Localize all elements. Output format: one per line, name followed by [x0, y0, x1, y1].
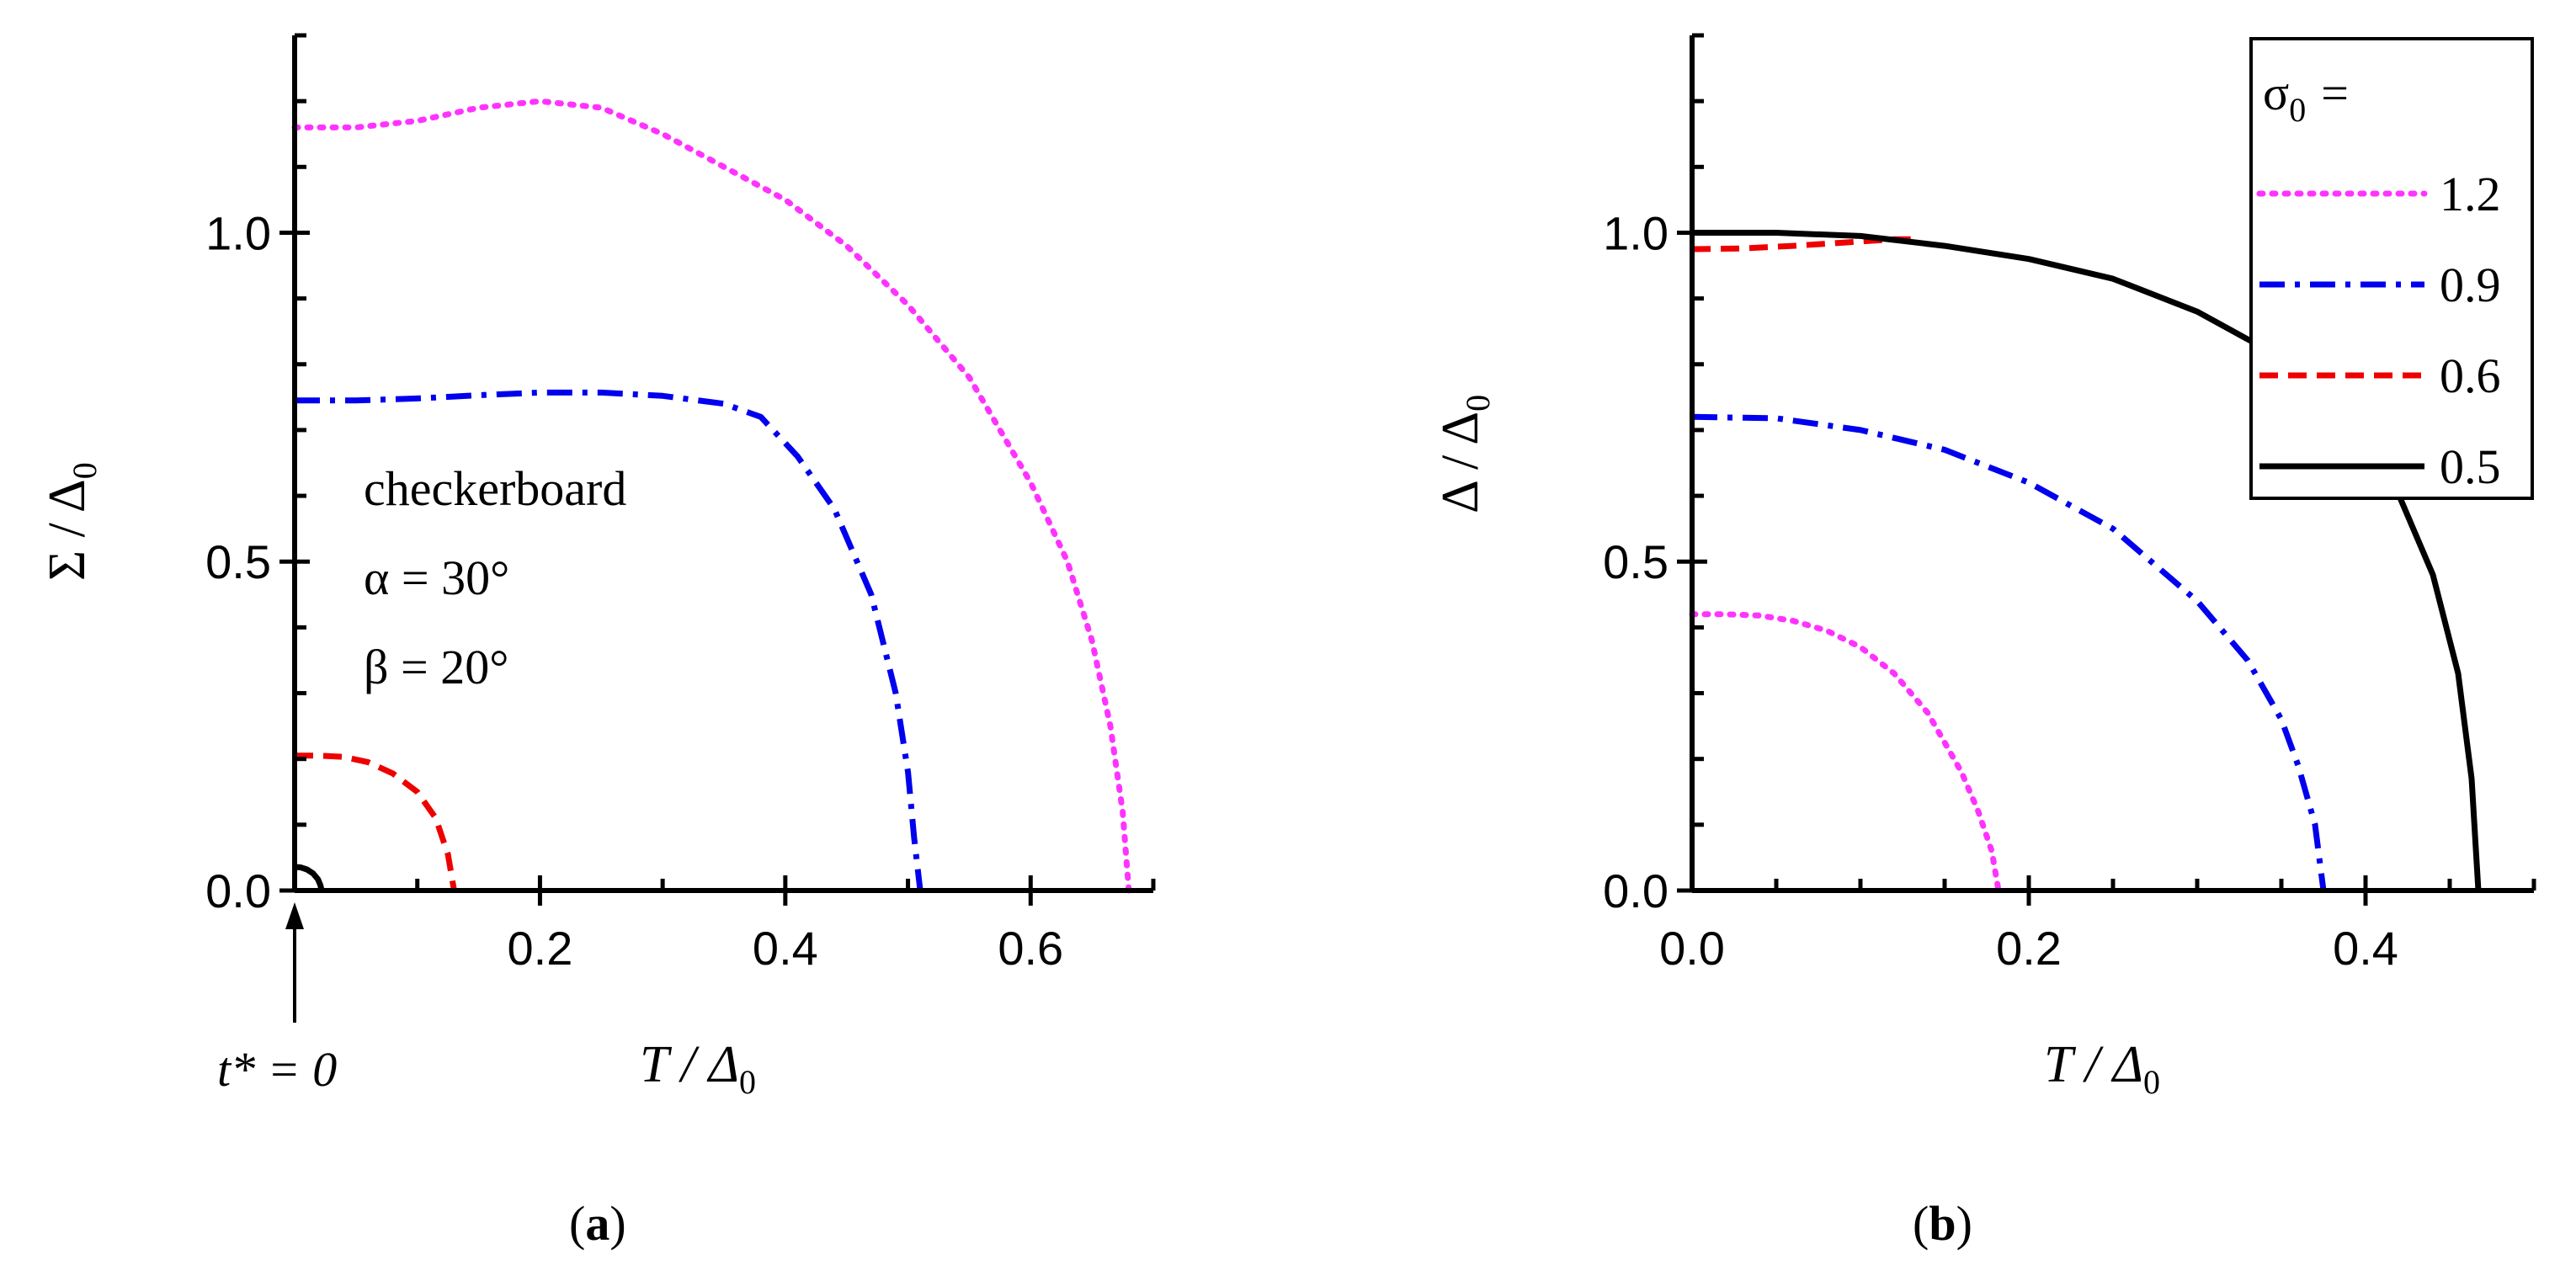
panel-b-series-1_2 [1689, 611, 2002, 894]
panel-b-x-tick-label: 0.4 [2333, 922, 2398, 975]
panel-b-x-label: T / Δ0 [2044, 1036, 2160, 1101]
legend-label-0_9: 0.9 [2440, 258, 2501, 312]
panel-a-x-tick-label: 0.6 [998, 922, 1063, 975]
t-star-arrow [285, 902, 304, 1023]
panel-b-chart: 0.0 0.5 1.0 0.0 0.2 0.4 Δ / Δ0 T / Δ0 σ0 = 1.2… [1432, 33, 2536, 1251]
panel-a-chart: 0.0 0.5 1.0 0.2 0.4 0.6 Σ / Δ0 T / Δ0 checker… [39, 33, 1156, 1251]
panel-a-y-label: Σ / Δ0 [39, 462, 104, 581]
panel-a-label: (a) [569, 1196, 626, 1251]
panel-a-series-1_2 [291, 98, 1132, 894]
legend: σ0 = 1.2 0.9 0.6 0.5 [2249, 37, 2534, 500]
panel-a-y-tick-label: 0.0 [205, 864, 271, 917]
panel-b-x-tick-label: 0.0 [1659, 922, 1725, 975]
annotation-beta: β = 20° [364, 640, 508, 694]
panel-a-x-tick-label: 0.4 [753, 922, 818, 975]
panel-b-x-tick-label: 0.2 [1996, 922, 2062, 975]
panel-b-y-tick-label: 0.5 [1603, 535, 1669, 588]
panel-b-label: (b) [1913, 1196, 1972, 1251]
legend-label-0_5: 0.5 [2440, 439, 2501, 494]
legend-box [2249, 37, 2534, 500]
panel-a-series-0_6 [295, 752, 457, 891]
panel-a-series-0_9 [295, 389, 923, 891]
panel-b-y-tick-label: 1.0 [1603, 206, 1669, 259]
t-star-label: t* = 0 [217, 1042, 337, 1097]
panel-a-y-tick-label: 0.5 [205, 535, 271, 588]
panel-b-y-tick-label: 0.0 [1603, 864, 1669, 917]
panel-a-x-tick-label: 0.2 [507, 922, 572, 975]
panel-b-y-label: Δ / Δ0 [1432, 395, 1497, 513]
panel-a-series-0_5 [294, 864, 325, 891]
panel-a-y-tick-label: 1.0 [205, 206, 271, 259]
legend-label-0_6: 0.6 [2440, 348, 2501, 403]
annotation-checkerboard: checkerboard [364, 461, 626, 516]
legend-title: σ0 = [2263, 66, 2349, 129]
legend-label-1_2: 1.2 [2440, 167, 2501, 221]
panel-a-x-label: T / Δ0 [640, 1036, 756, 1101]
panel-b-series-0_5 [1692, 230, 2482, 891]
annotation-alpha: α = 30° [364, 550, 509, 605]
panel-b-series-0_9 [1691, 413, 2327, 891]
